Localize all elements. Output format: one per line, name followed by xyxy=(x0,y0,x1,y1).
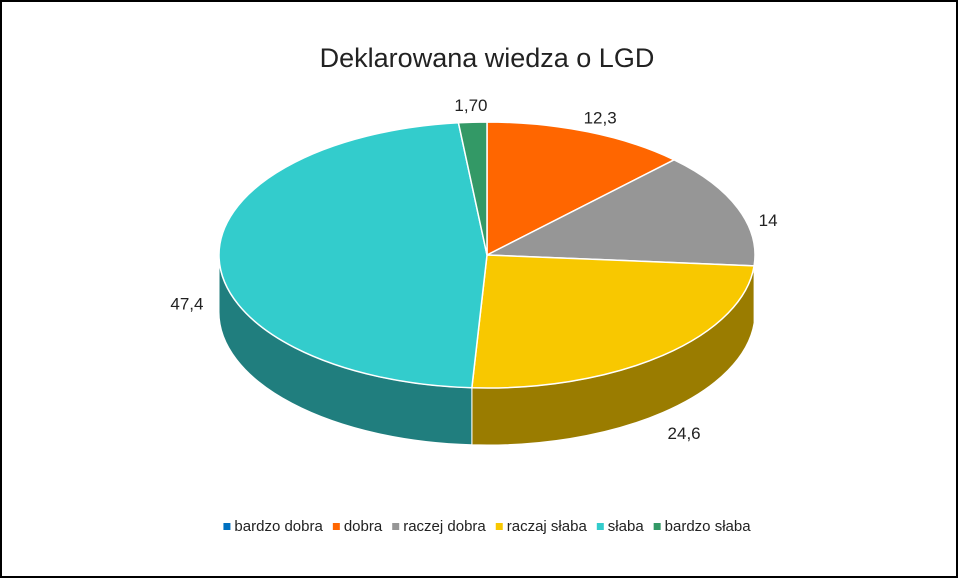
legend-swatch xyxy=(653,523,661,530)
legend-swatch xyxy=(223,523,231,530)
legend-label: dobra xyxy=(344,518,383,535)
data-label: 1,70 xyxy=(454,96,487,115)
legend-swatch xyxy=(495,523,503,530)
data-label: 12,3 xyxy=(584,109,617,128)
data-label: 47,4 xyxy=(170,295,203,314)
legend-label: słaba xyxy=(608,518,645,535)
data-label: 14 xyxy=(759,211,778,230)
slice xyxy=(218,121,488,389)
slice xyxy=(471,254,755,389)
slice xyxy=(457,121,488,256)
legend-swatch xyxy=(596,523,604,530)
slice xyxy=(484,158,756,267)
data-label: 24,6 xyxy=(668,424,701,443)
chart-title: Deklarowana wiedza o LGD xyxy=(320,43,655,73)
slice xyxy=(486,121,676,257)
legend-label: bardzo słaba xyxy=(665,518,752,535)
legend-swatch xyxy=(332,523,340,530)
legend-label: raczaj słaba xyxy=(507,518,588,535)
legend-swatch xyxy=(392,523,400,530)
legend-label: raczej dobra xyxy=(403,518,486,535)
legend-label: bardzo dobra xyxy=(234,518,323,535)
